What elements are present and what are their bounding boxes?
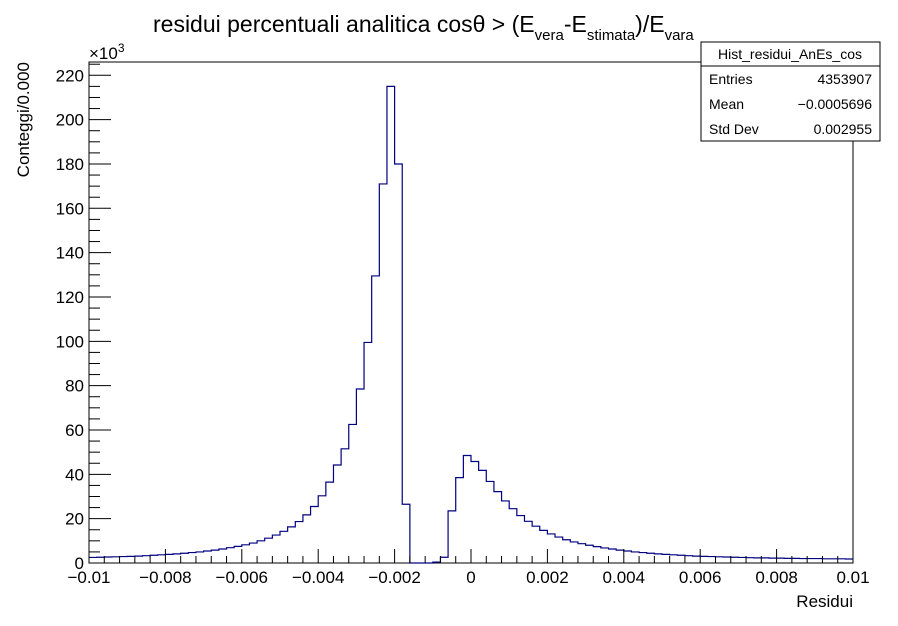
x-tick-label: −0.008 — [139, 568, 191, 587]
x-tick-label: 0 — [466, 568, 475, 587]
stats-entries-value: 4353907 — [817, 71, 872, 87]
x-tick-label: −0.006 — [216, 568, 268, 587]
y-exponent-base: ×10 — [89, 44, 118, 63]
y-axis-exponent: ×103 — [89, 41, 125, 63]
stats-box-name: Hist_residui_AnEs_cos — [718, 46, 862, 62]
y-tick-label: 200 — [56, 111, 84, 130]
stats-box: Hist_residui_AnEs_cos Entries 4353907 Me… — [700, 41, 881, 142]
y-tick-label: 0 — [75, 554, 84, 573]
x-axis: −0.01 −0.008 −0.006 −0.004 −0.002 0 0.002 0.004… — [67, 549, 870, 587]
y-tick-label: 140 — [56, 244, 84, 263]
x-tick-label: −0.002 — [368, 568, 420, 587]
y-exponent-power: 3 — [118, 41, 125, 55]
x-tick-label: −0.01 — [67, 568, 110, 587]
y-tick-label: 80 — [65, 377, 84, 396]
y-tick-label: 160 — [56, 199, 84, 218]
stats-entries-label: Entries — [709, 71, 753, 87]
chart-title: residui percentuali analitica cosθ > (Ev… — [153, 11, 694, 44]
x-tick-label: 0.004 — [603, 568, 646, 587]
stats-box-frame — [700, 41, 881, 142]
x-tick-label: −0.004 — [292, 568, 344, 587]
histogram-series-line — [89, 85, 853, 564]
stats-stddev-label: Std Dev — [709, 121, 759, 137]
y-axis: 0 20 40 60 80 100 120 140 160 180 200 220 — [56, 63, 111, 573]
x-tick-label: 0.002 — [526, 568, 569, 587]
y-tick-label: 40 — [65, 465, 84, 484]
title-sub-vara: vara — [665, 27, 695, 44]
x-tick-label: 0.008 — [755, 568, 798, 587]
stats-stddev-value: 0.002955 — [814, 121, 873, 137]
y-axis-label: Conteggi/0.000 — [14, 62, 33, 177]
title-sub-vera: vera — [535, 27, 565, 44]
title-sub-stimata: stimata — [587, 27, 636, 44]
stats-mean-value: −0.0005696 — [798, 96, 873, 112]
title-main: residui percentuali analitica cosθ > (E — [153, 11, 535, 37]
y-tick-label: 220 — [56, 66, 84, 85]
y-tick-label: 100 — [56, 332, 84, 351]
y-tick-label: 180 — [56, 155, 84, 174]
title-end: )/E — [635, 11, 664, 37]
x-tick-label: 0.006 — [679, 568, 722, 587]
stats-mean-label: Mean — [709, 96, 744, 112]
x-tick-label: 0.01 — [836, 568, 869, 587]
y-tick-label: 60 — [65, 421, 84, 440]
x-axis-label: Residui — [796, 592, 853, 611]
title-mid: -E — [564, 11, 587, 37]
y-tick-label: 20 — [65, 510, 84, 529]
y-tick-label: 120 — [56, 288, 84, 307]
